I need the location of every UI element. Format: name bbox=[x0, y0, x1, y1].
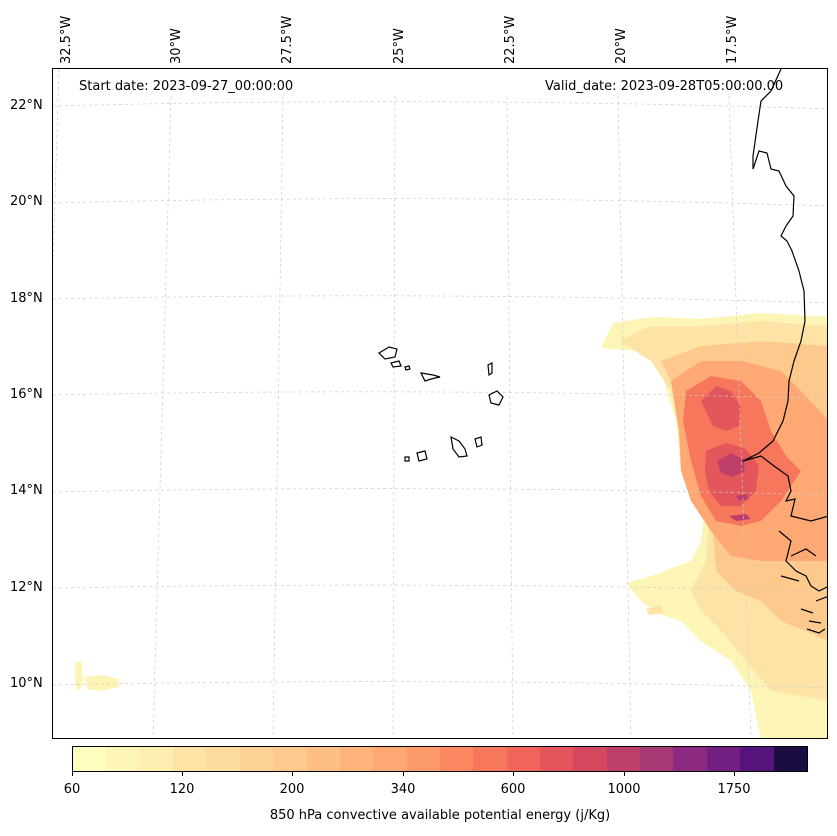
colorbar-segment bbox=[573, 747, 607, 771]
colorbar-tick-340 bbox=[403, 772, 404, 776]
cape-field bbox=[75, 313, 827, 738]
island-brava bbox=[404, 456, 410, 462]
colorbar-segment bbox=[339, 747, 374, 771]
lat-label-22n: 22°N bbox=[10, 98, 43, 113]
lat-label-20n: 20°N bbox=[10, 194, 43, 209]
colorbar-segment bbox=[273, 747, 307, 771]
lon-label-30w: 30°W bbox=[169, 28, 184, 64]
africa-coastline bbox=[742, 69, 827, 522]
colorbar-label-1000: 1000 bbox=[607, 782, 641, 797]
island-maio bbox=[474, 436, 483, 448]
lat-label-18n: 18°N bbox=[10, 291, 43, 306]
cape-contour-1000 bbox=[701, 386, 741, 431]
map-canvas bbox=[53, 69, 827, 738]
lat-label-16n: 16°N bbox=[10, 387, 43, 402]
colorbar-segment bbox=[640, 747, 674, 771]
island-sal bbox=[487, 362, 493, 377]
colorbar-segment bbox=[206, 747, 240, 771]
cape-contour-1750b bbox=[729, 514, 751, 521]
lat-label-10n: 10°N bbox=[10, 676, 43, 691]
colorbar-label-1750: 1750 bbox=[717, 782, 751, 797]
colorbar-segment bbox=[773, 747, 807, 771]
lon-label-25w: 25°W bbox=[392, 28, 407, 64]
map-panel[interactable] bbox=[52, 68, 828, 739]
island-boa-vista bbox=[488, 390, 504, 406]
colorbar-segment bbox=[506, 747, 541, 771]
colorbar-title: 850 hPa convective available potential e… bbox=[269, 808, 611, 823]
lon-label-27-5w: 27.5°W bbox=[280, 15, 295, 64]
cape-contour-small bbox=[736, 494, 749, 501]
lat-label-14n: 14°N bbox=[10, 483, 43, 498]
colorbar-segment bbox=[606, 747, 641, 771]
colorbar-segment bbox=[473, 747, 507, 771]
colorbar-segment bbox=[239, 747, 274, 771]
guinea-bissau-coast bbox=[778, 530, 827, 634]
colorbar-tick-1750 bbox=[734, 772, 735, 776]
colorbar-segment bbox=[439, 747, 474, 771]
colorbar-segment bbox=[373, 747, 407, 771]
colorbar-tick-1000 bbox=[624, 772, 625, 776]
lon-label-17-5w: 17.5°W bbox=[725, 15, 740, 64]
colorbar-label-120: 120 bbox=[169, 782, 195, 797]
coastlines bbox=[742, 69, 827, 634]
colorbar-segment bbox=[306, 747, 340, 771]
island-sao-vicente bbox=[390, 360, 402, 368]
colorbar-tick-120 bbox=[182, 772, 183, 776]
island-sao-nicolau bbox=[419, 372, 441, 382]
colorbar-tick-600 bbox=[513, 772, 514, 776]
island-santiago bbox=[450, 435, 468, 458]
colorbar-tick-200 bbox=[292, 772, 293, 776]
colorbar-label-200: 200 bbox=[279, 782, 305, 797]
colorbar-label-340: 340 bbox=[390, 782, 416, 797]
colorbar bbox=[72, 746, 808, 772]
start-date-label: Start date: 2023-09-27_00:00:00 bbox=[79, 79, 294, 94]
cape-verde-islands[interactable] bbox=[378, 346, 504, 462]
cape-patch-west bbox=[75, 661, 119, 691]
gridlines bbox=[53, 69, 827, 738]
cape-contour-1750 bbox=[717, 453, 745, 477]
lon-label-20w: 20°W bbox=[614, 28, 629, 64]
colorbar-segment bbox=[706, 747, 741, 771]
colorbar-segment bbox=[540, 747, 574, 771]
colorbar-segment bbox=[73, 747, 107, 771]
island-santa-luzia bbox=[404, 365, 411, 371]
colorbar-segment bbox=[673, 747, 707, 771]
island-santo-antao bbox=[378, 346, 398, 360]
colorbar-label-60: 60 bbox=[63, 782, 81, 797]
lon-label-32-5w: 32.5°W bbox=[59, 15, 74, 64]
colorbar-segment bbox=[139, 747, 174, 771]
lat-label-12n: 12°N bbox=[10, 580, 43, 595]
colorbar-segment bbox=[406, 747, 440, 771]
lon-label-22-5w: 22.5°W bbox=[503, 15, 518, 64]
colorbar-segment bbox=[173, 747, 207, 771]
colorbar-tick-60 bbox=[72, 772, 73, 776]
colorbar-segment bbox=[740, 747, 774, 771]
colorbar-label-600: 600 bbox=[500, 782, 526, 797]
cape-patch-south bbox=[646, 605, 663, 615]
valid-date-label: Valid_date: 2023-09-28T05:00:00.00 bbox=[545, 79, 784, 94]
colorbar-segment bbox=[106, 747, 140, 771]
island-fogo bbox=[416, 450, 428, 462]
